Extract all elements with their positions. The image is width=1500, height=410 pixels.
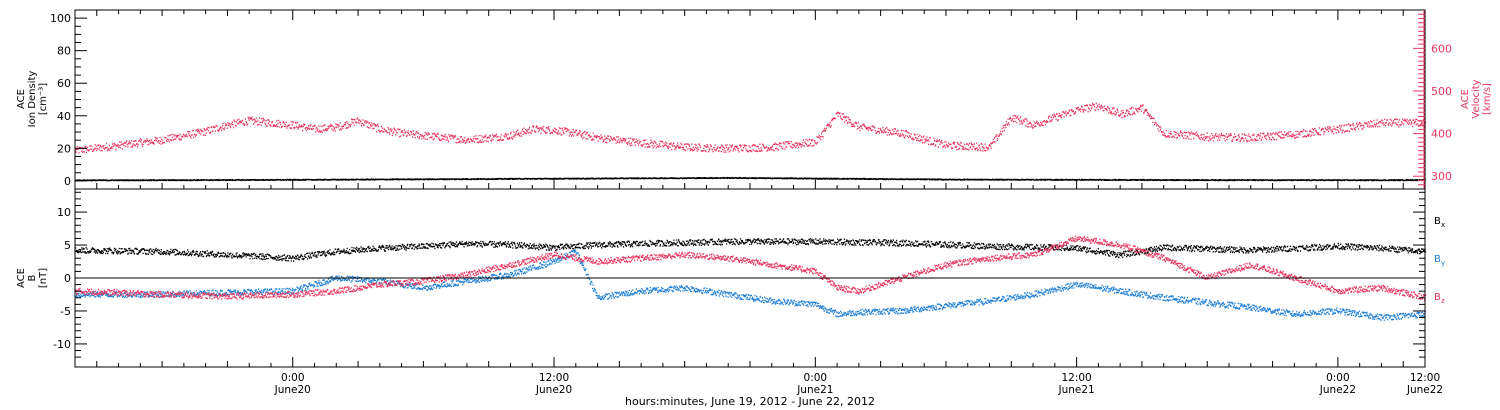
top-left-y-tick-label: 100: [50, 12, 71, 25]
top-left-y-tick-label: 40: [57, 110, 71, 123]
x-tick-label-time: 0:00: [804, 372, 828, 384]
top-panel-data-marks: [75, 102, 1427, 182]
top-left-y-label: [cm⁻³]: [38, 83, 49, 115]
x-tick-label-time: 12:00: [1061, 372, 1091, 384]
top-right-y-label: Velocity: [1471, 79, 1482, 118]
series-bx-points: [75, 238, 1427, 262]
top-right-y-tick-label: 500: [1431, 85, 1452, 98]
top-left-y-tick-label: 60: [57, 77, 71, 90]
series-by-points: [75, 249, 1427, 321]
x-tick-label-time: 0:00: [1326, 372, 1350, 384]
top-right-y-label: [km/s]: [1482, 83, 1493, 115]
x-tick-label-date: June22: [1406, 384, 1443, 396]
bottom-y-tick-label: 10: [57, 206, 71, 219]
series-bz-points: [75, 235, 1427, 301]
x-tick-label-date: June21: [796, 384, 833, 396]
bottom-y-tick-label: 5: [64, 239, 71, 252]
bottom-y-tick-label: 0: [64, 272, 71, 285]
bottom-y-label: [nT]: [38, 268, 49, 288]
legend-subscript-bz: z: [1441, 297, 1445, 305]
top-panel-frame: [74, 9, 1426, 190]
top-right-y-tick-label: 300: [1431, 170, 1452, 183]
x-tick-label-date: June22: [1319, 384, 1356, 396]
x-axis-title: hours:minutes, June 19, 2012 - June 22, …: [625, 395, 875, 408]
top-left-y-label: ACE: [16, 89, 27, 109]
top-right-y-tick-label: 600: [1431, 42, 1452, 55]
x-tick-label-date: June20: [274, 384, 311, 396]
top-left-y-tick-label: 20: [57, 142, 71, 155]
bottom-y-tick-label: -5: [60, 305, 71, 318]
legend-label-bz: B: [1434, 292, 1441, 303]
x-axis-labels: 0:00June2012:00June200:00June2112:00June…: [274, 372, 1443, 396]
x-tick-label-time: 12:00: [539, 372, 569, 384]
top-left-y-tick-label: 80: [57, 45, 71, 58]
top-right-y-tick-label: 400: [1431, 128, 1452, 141]
bottom-y-tick-label: -10: [53, 338, 71, 351]
top-right-y-label: ACE: [1460, 89, 1471, 109]
bottom-y-label: ACE: [16, 268, 27, 288]
x-tick-label-date: June20: [535, 384, 572, 396]
legend-label-bx: B: [1434, 216, 1441, 227]
legend-subscript-bx: x: [1441, 221, 1445, 229]
density-series-points: [75, 176, 1426, 182]
x-tick-label-time: 12:00: [1410, 372, 1440, 384]
legend-label-by: B: [1434, 254, 1441, 265]
velocity-series-points: [75, 102, 1427, 154]
top-left-y-tick-label: 0: [64, 175, 71, 188]
top-left-y-label: Ion Density: [27, 71, 38, 128]
x-tick-label-date: June21: [1057, 384, 1094, 396]
bottom-y-label: B: [27, 274, 38, 281]
x-tick-label-time: 0:00: [281, 372, 305, 384]
legend-subscript-by: y: [1441, 259, 1445, 267]
